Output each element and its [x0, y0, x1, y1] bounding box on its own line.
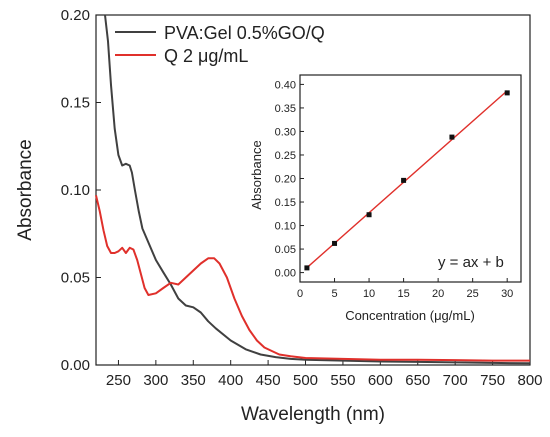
inset-plot-frame [299, 74, 522, 283]
inset-data-point [449, 134, 455, 140]
main-x-tick-label: 350 [181, 372, 206, 389]
inset-x-tick-label: 25 [467, 288, 479, 300]
main-x-tick-label: 550 [330, 372, 355, 389]
legend-label-q: Q 2 μg/mL [164, 46, 248, 66]
main-x-tick-label: 700 [443, 372, 468, 389]
main-y-tick-label: 0.10 [61, 182, 90, 199]
inset-x-ticks: 0 5 10 15 20 25 30 [297, 278, 513, 300]
main-x-tick-label: 250 [106, 372, 131, 389]
inset-data-point [366, 212, 372, 218]
inset-y-tick-label: 0.10 [275, 221, 296, 233]
inset-data-point [401, 177, 407, 183]
inset-x-tick-label: 10 [363, 288, 375, 300]
main-y-tick-label: 0.05 [61, 270, 90, 287]
legend-label-pva-gel: PVA:Gel 0.5%GO/Q [164, 23, 325, 43]
main-x-tick-label: 800 [517, 372, 542, 389]
main-series-lines [95, 14, 531, 365]
series-line-q [95, 195, 530, 362]
inset-y-axis-title: Absorbance [249, 140, 264, 209]
inset-y-tick-label: 0.25 [275, 150, 296, 162]
main-x-tick-label: 650 [405, 372, 430, 389]
main-x-tick-label: 600 [368, 372, 393, 389]
main-y-axis-title: Absorbance [15, 139, 36, 240]
main-x-tick-label: 400 [218, 372, 243, 389]
legend: PVA:Gel 0.5%GO/Q Q 2 μg/mL [115, 23, 325, 66]
inset-y-tick-label: 0.05 [275, 244, 296, 256]
main-y-tick-label: 0.15 [61, 95, 90, 112]
inset-data-point [504, 90, 510, 96]
inset-x-tick-label: 5 [331, 288, 337, 300]
main-x-tick-label: 500 [293, 372, 318, 389]
inset-y-tick-label: 0.40 [275, 79, 296, 91]
inset-marks [304, 90, 510, 271]
main-x-axis-title: Wavelength (nm) [241, 404, 385, 425]
inset-x-tick-label: 0 [297, 288, 303, 300]
main-y-tick-label: 0.20 [61, 7, 90, 24]
main-x-tick-label: 300 [143, 372, 168, 389]
inset-data-point [304, 265, 310, 271]
inset-y-tick-label: 0.00 [275, 268, 296, 280]
inset-y-ticks: 0.00 0.05 0.10 0.15 0.20 0.25 0.30 0.35 0.40 [275, 79, 304, 280]
inset-x-tick-label: 20 [432, 288, 444, 300]
inset-fit-line [306, 90, 508, 269]
inset-x-axis-title: Concentration (μg/mL) [345, 308, 475, 323]
inset-x-tick-label: 30 [501, 288, 513, 300]
inset-y-tick-label: 0.35 [275, 103, 296, 115]
inset-data-point [332, 240, 338, 246]
main-y-tick-label: 0.00 [61, 357, 90, 374]
inset-equation-annotation: y = ax + b [438, 254, 504, 271]
inset-x-tick-label: 15 [397, 288, 409, 300]
main-x-tick-label: 450 [256, 372, 281, 389]
main-x-ticks: 250 300 350 400 450 500 550 600 650 700 750 800 [106, 360, 543, 389]
main-y-ticks: 0.00 0.05 0.10 0.15 0.20 [61, 7, 101, 374]
main-x-tick-label: 750 [480, 372, 505, 389]
series-line-pva-gel [104, 14, 531, 365]
inset-y-tick-label: 0.20 [275, 174, 296, 186]
inset-y-tick-label: 0.30 [275, 126, 296, 138]
inset-y-tick-label: 0.15 [275, 197, 296, 209]
